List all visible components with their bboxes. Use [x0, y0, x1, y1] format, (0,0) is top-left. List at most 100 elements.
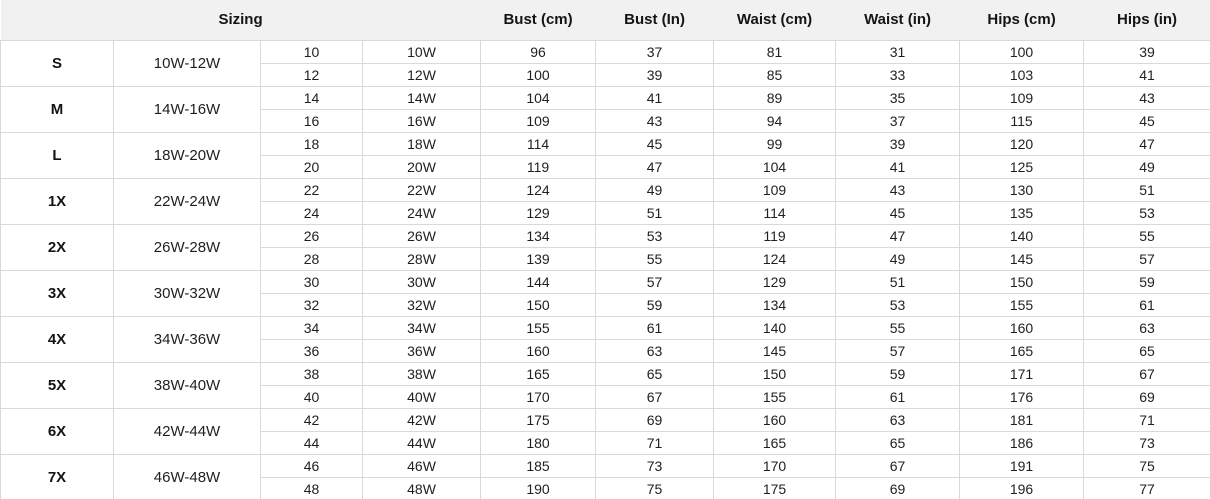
size-number-cell: 28 [260, 246, 363, 271]
size-w-cell: 24W [361, 200, 482, 225]
size-number-cell: 32 [260, 292, 363, 317]
waist-in-cell: 63 [835, 407, 961, 432]
table-row: 40 40W 170 67 155 61 176 69 [1, 384, 1210, 409]
waist-in-cell: 67 [835, 453, 961, 478]
table-row: 32 32W 150 59 134 53 155 61 [1, 292, 1210, 317]
bust-cm-cell: 190 [480, 476, 597, 499]
size-number-cell: 18 [260, 131, 363, 156]
table-row: 48 48W 190 75 175 69 196 77 [1, 476, 1210, 499]
size-w-cell: 38W [361, 361, 482, 386]
waist-cm-cell: 165 [713, 430, 837, 455]
waist-in-cell: 45 [835, 200, 961, 225]
bust-in-cell: 67 [595, 384, 715, 409]
size-letter-cell: 6X [0, 407, 114, 455]
size-w-cell: 18W [361, 131, 482, 156]
hips-cm-cell: 181 [959, 407, 1085, 432]
waist-cm-cell: 175 [713, 476, 837, 499]
size-range-cell: 22W-24W [113, 177, 261, 225]
bust-in-header: Bust (In) [595, 0, 714, 40]
size-table-body: S 10W-12W 10 10W 96 37 81 31 100 39 12 12W 100 39 85 33… [0, 39, 1210, 499]
waist-cm-cell: 119 [713, 223, 837, 248]
hips-in-cell: 43 [1083, 85, 1210, 110]
size-letter-cell: 5X [0, 361, 114, 409]
size-number-cell: 22 [260, 177, 363, 202]
waist-cm-cell: 145 [713, 338, 837, 363]
hips-in-cell: 75 [1083, 453, 1210, 478]
size-number-cell: 16 [260, 108, 363, 133]
table-row: 16 16W 109 43 94 37 115 45 [1, 108, 1210, 133]
waist-in-cell: 59 [835, 361, 961, 386]
bust-cm-cell: 124 [480, 177, 597, 202]
size-range-cell: 30W-32W [113, 269, 261, 317]
waist-in-cell: 35 [835, 85, 961, 110]
bust-in-cell: 49 [595, 177, 715, 202]
hips-cm-cell: 130 [959, 177, 1085, 202]
size-range-cell: 14W-16W [113, 85, 261, 133]
bust-in-cell: 61 [595, 315, 715, 340]
waist-cm-cell: 114 [713, 200, 837, 225]
bust-in-cell: 69 [595, 407, 715, 432]
size-letter-cell: M [0, 85, 114, 133]
bust-in-cell: 59 [595, 292, 715, 317]
bust-in-cell: 75 [595, 476, 715, 499]
hips-in-cell: 69 [1083, 384, 1210, 409]
bust-cm-cell: 104 [480, 85, 597, 110]
size-number-cell: 34 [260, 315, 363, 340]
waist-cm-cell: 94 [713, 108, 837, 133]
waist-cm-cell: 85 [713, 62, 837, 87]
hips-in-cell: 65 [1083, 338, 1210, 363]
waist-cm-cell: 150 [713, 361, 837, 386]
hips-cm-cell: 176 [959, 384, 1085, 409]
table-row: 24 24W 129 51 114 45 135 53 [1, 200, 1210, 225]
size-number-cell: 36 [260, 338, 363, 363]
bust-in-cell: 45 [595, 131, 715, 156]
size-number-cell: 44 [260, 430, 363, 455]
size-range-cell: 42W-44W [113, 407, 261, 455]
bust-cm-cell: 114 [480, 131, 597, 156]
table-row: 36 36W 160 63 145 57 165 65 [1, 338, 1210, 363]
table-row: S 10W-12W 10 10W 96 37 81 31 100 39 [0, 39, 1210, 87]
size-range-cell: 18W-20W [113, 131, 261, 179]
size-w-cell: 36W [361, 338, 482, 363]
bust-in-cell: 53 [595, 223, 715, 248]
bust-cm-cell: 129 [480, 200, 597, 225]
size-letter-cell: L [0, 131, 114, 179]
bust-cm-cell: 160 [480, 338, 597, 363]
size-w-cell: 20W [361, 154, 482, 179]
size-range-cell: 26W-28W [113, 223, 261, 271]
bust-cm-cell: 134 [480, 223, 597, 248]
waist-cm-cell: 89 [713, 85, 837, 110]
size-number-cell: 10 [260, 39, 363, 64]
hips-in-cell: 51 [1083, 177, 1210, 202]
bust-in-cell: 71 [595, 430, 715, 455]
bust-cm-cell: 119 [480, 154, 597, 179]
bust-in-cell: 65 [595, 361, 715, 386]
size-w-cell: 46W [361, 453, 482, 478]
bust-in-cell: 37 [595, 39, 715, 64]
bust-in-cell: 55 [595, 246, 715, 271]
hips-in-cell: 77 [1083, 476, 1210, 499]
size-letter-cell: 4X [0, 315, 114, 363]
bust-in-cell: 51 [595, 200, 715, 225]
bust-cm-cell: 139 [480, 246, 597, 271]
table-row: 44 44W 180 71 165 65 186 73 [1, 430, 1210, 455]
size-number-cell: 20 [260, 154, 363, 179]
hips-in-cell: 67 [1083, 361, 1210, 386]
hips-in-cell: 59 [1083, 269, 1210, 294]
size-w-cell: 14W [361, 85, 482, 110]
table-row: 6X 42W-44W 42 42W 175 69 160 63 181 71 [0, 407, 1210, 455]
hips-in-cell: 45 [1083, 108, 1210, 133]
size-letter-cell: S [0, 39, 114, 87]
waist-in-cell: 51 [835, 269, 961, 294]
bust-in-cell: 41 [595, 85, 715, 110]
size-range-cell: 34W-36W [113, 315, 261, 363]
size-letter-cell: 7X [0, 453, 114, 499]
table-row: 4X 34W-36W 34 34W 155 61 140 55 160 63 [0, 315, 1210, 363]
hips-in-cell: 73 [1083, 430, 1210, 455]
sizing-header: Sizing [0, 0, 481, 40]
bust-cm-cell: 100 [480, 62, 597, 87]
size-w-cell: 26W [361, 223, 482, 248]
hips-cm-cell: 103 [959, 62, 1085, 87]
hips-cm-cell: 196 [959, 476, 1085, 499]
waist-cm-cell: 160 [713, 407, 837, 432]
